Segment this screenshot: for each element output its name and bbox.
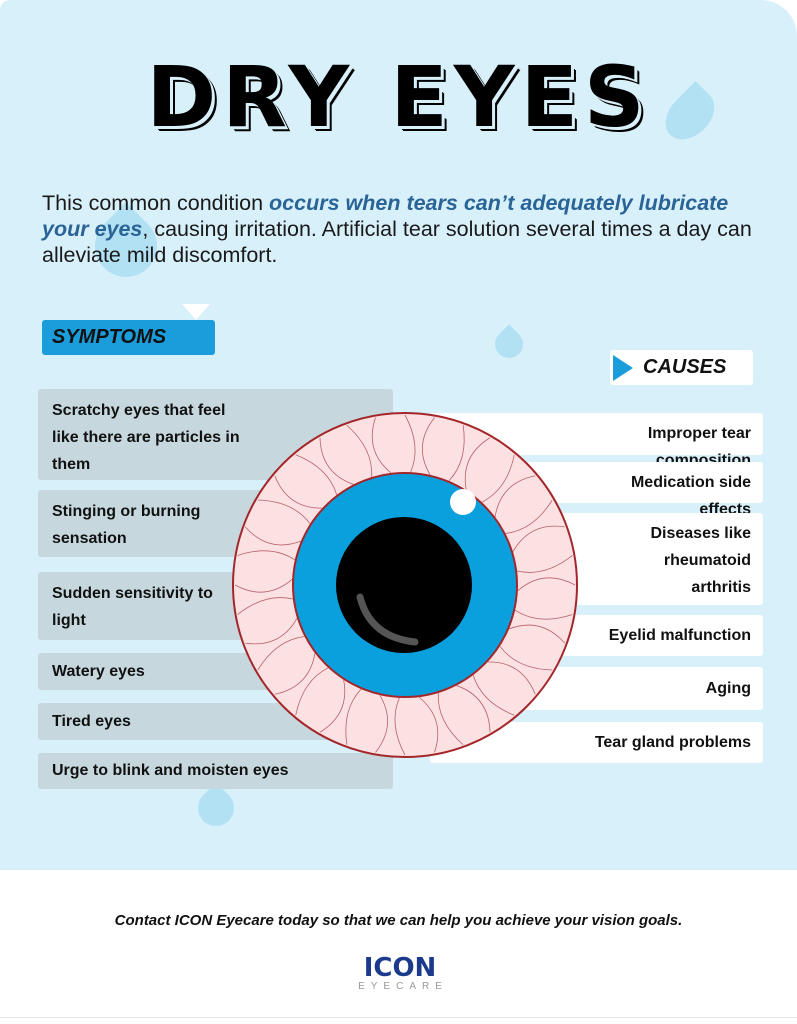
triangle-down-icon	[182, 304, 210, 320]
vein	[371, 417, 392, 474]
vein	[257, 499, 311, 524]
vein	[487, 661, 536, 695]
vein	[245, 618, 298, 645]
vein	[295, 667, 329, 716]
vein	[237, 550, 296, 561]
vein	[418, 696, 439, 753]
logo-sub: EYECARE	[358, 981, 448, 992]
causes-label: CAUSES	[610, 350, 753, 385]
blood-veins	[234, 414, 576, 756]
eye-illustration	[232, 412, 578, 758]
vein	[404, 414, 416, 473]
vein	[274, 653, 316, 695]
vein	[421, 417, 435, 476]
vein	[319, 679, 346, 733]
vein	[517, 555, 573, 573]
vein	[257, 636, 305, 671]
vein	[456, 685, 491, 733]
vein	[508, 624, 566, 644]
vein	[244, 526, 302, 546]
vein	[505, 499, 553, 534]
vein	[494, 475, 536, 517]
vein	[346, 424, 373, 478]
icon-eyecare-logo: ICON EYECARE	[350, 955, 450, 992]
vein	[319, 437, 354, 485]
vein	[517, 577, 576, 591]
eye-glint	[450, 489, 476, 515]
vein	[345, 688, 362, 745]
vein	[514, 609, 573, 620]
vein	[481, 454, 515, 503]
triangle-right-icon	[613, 355, 633, 381]
vein	[375, 694, 389, 753]
pupil-highlight	[356, 593, 419, 646]
pupil	[336, 517, 472, 653]
divider	[0, 1017, 797, 1018]
vein	[512, 525, 565, 552]
vein	[464, 437, 491, 491]
intro-text: This common condition occurs when tears …	[42, 191, 752, 267]
vein	[394, 697, 406, 756]
logo-main: ICON	[363, 953, 437, 983]
vein	[437, 692, 464, 746]
vein	[472, 674, 515, 716]
vein	[234, 579, 293, 593]
footer-text: Contact ICON Eyecare today so that we ca…	[114, 912, 683, 929]
symptom-item: Urge to blink and moisten eyes	[38, 753, 393, 789]
vein	[499, 646, 553, 671]
symptoms-label: SYMPTOMS	[42, 320, 215, 355]
vein	[295, 454, 338, 496]
vein	[237, 597, 293, 615]
vein	[274, 475, 323, 509]
vein	[448, 425, 465, 482]
page-title: DRY EYES	[146, 48, 651, 146]
